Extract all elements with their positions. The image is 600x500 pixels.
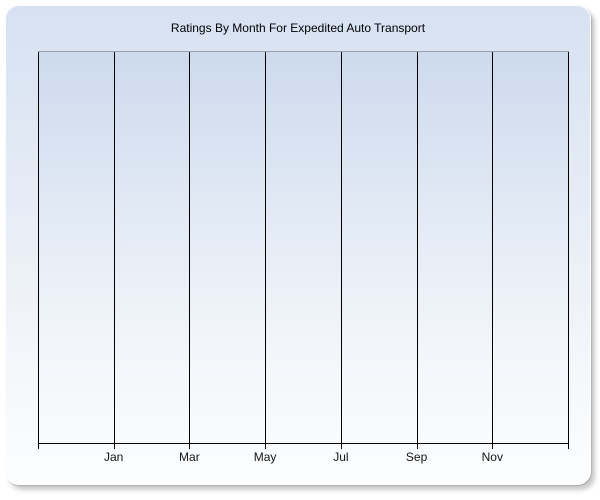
gridline <box>113 52 115 449</box>
x-axis-line <box>38 443 569 444</box>
x-axis-tick-label: Jul <box>333 450 349 464</box>
plot-area <box>38 51 569 449</box>
x-axis-tick-label: Mar <box>179 450 200 464</box>
gridline <box>416 52 418 449</box>
gridline <box>492 52 494 449</box>
x-axis-tick-label: Sep <box>405 450 428 464</box>
gridline <box>265 52 267 449</box>
x-axis-tick-label: Nov <box>481 450 503 464</box>
gridline <box>568 52 569 449</box>
gridline <box>340 52 342 449</box>
gridline <box>38 52 39 449</box>
x-axis-tick-label: Jan <box>104 450 124 464</box>
chart-panel: Ratings By Month For Expedited Auto Tran… <box>5 5 591 485</box>
chart-title: Ratings By Month For Expedited Auto Tran… <box>170 21 426 35</box>
gridline <box>189 52 191 449</box>
x-axis-tick-label: May <box>253 450 277 464</box>
